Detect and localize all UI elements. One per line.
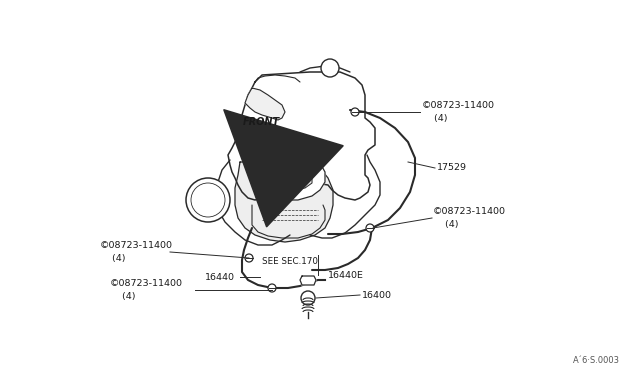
Polygon shape bbox=[228, 72, 375, 200]
Text: ©08723-11400
    (4): ©08723-11400 (4) bbox=[422, 101, 495, 123]
Circle shape bbox=[268, 284, 276, 292]
Text: 17529: 17529 bbox=[437, 164, 467, 173]
Text: ©08723-11400
    (4): ©08723-11400 (4) bbox=[110, 279, 183, 301]
Text: 16440: 16440 bbox=[205, 273, 235, 282]
Text: 16440E: 16440E bbox=[328, 270, 364, 279]
Text: ©08723-11400
    (4): ©08723-11400 (4) bbox=[433, 207, 506, 229]
Circle shape bbox=[280, 173, 290, 183]
Circle shape bbox=[245, 254, 253, 262]
Text: A´6·S.0003: A´6·S.0003 bbox=[573, 356, 620, 365]
Text: ©08723-11400
    (4): ©08723-11400 (4) bbox=[100, 241, 173, 263]
Circle shape bbox=[301, 291, 315, 305]
Circle shape bbox=[293, 173, 303, 183]
Text: FRONT: FRONT bbox=[243, 117, 280, 127]
Polygon shape bbox=[266, 165, 312, 190]
Text: 16400: 16400 bbox=[362, 291, 392, 299]
Polygon shape bbox=[256, 155, 325, 200]
Circle shape bbox=[321, 59, 339, 77]
Polygon shape bbox=[245, 88, 285, 120]
Polygon shape bbox=[235, 158, 333, 242]
Circle shape bbox=[186, 178, 230, 222]
Circle shape bbox=[351, 108, 359, 116]
Text: SEE SEC.170: SEE SEC.170 bbox=[262, 257, 318, 266]
Circle shape bbox=[366, 224, 374, 232]
Polygon shape bbox=[300, 276, 316, 285]
